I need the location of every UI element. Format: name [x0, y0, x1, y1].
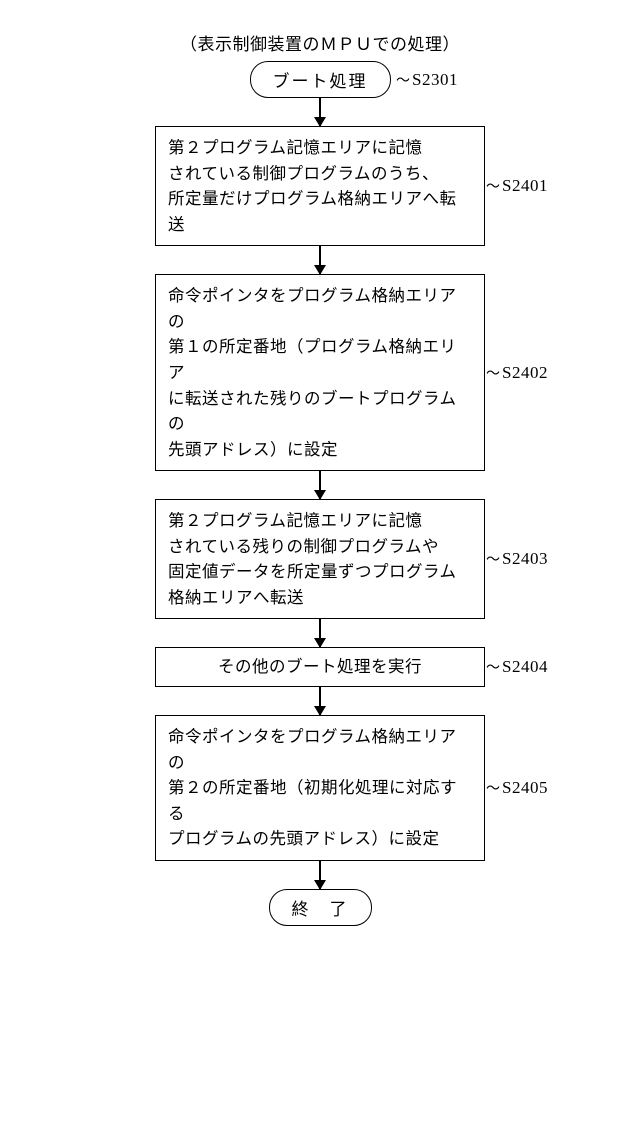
- arrow-2: [319, 246, 321, 274]
- node-p3: 第２プログラム記憶エリアに記憶されている残りの制御プログラムや固定値データを所定…: [155, 499, 485, 619]
- flowchart-container: （表示制御装置のＭＰＵでの処理） ブート処理 〜 S2301 第２プログラム記憶…: [0, 30, 640, 926]
- node-p4-row: その他のブート処理を実行 〜 S2404: [0, 647, 640, 687]
- arrow-3: [319, 471, 321, 499]
- node-p5: 命令ポインタをプログラム格納エリアの第２の所定番地（初期化処理に対応するプログラ…: [155, 715, 485, 861]
- label-p5: S2405: [502, 778, 548, 798]
- label-start: S2301: [412, 70, 458, 90]
- label-p3: S2403: [502, 549, 548, 569]
- node-p4: その他のブート処理を実行: [155, 647, 485, 687]
- tick-p1: 〜: [486, 176, 500, 196]
- arrow-6: [319, 861, 321, 889]
- tick-p3: 〜: [486, 549, 500, 569]
- arrow-1: [319, 98, 321, 126]
- label-p4: S2404: [502, 657, 548, 677]
- node-p1: 第２プログラム記憶エリアに記憶されている制御プログラムのうち、所定量だけプログラ…: [155, 126, 485, 246]
- node-start-row: ブート処理 〜 S2301: [0, 61, 640, 98]
- node-p5-row: 命令ポインタをプログラム格納エリアの第２の所定番地（初期化処理に対応するプログラ…: [0, 715, 640, 861]
- arrow-4: [319, 619, 321, 647]
- node-end: 終 了: [269, 889, 372, 926]
- arrow-5: [319, 687, 321, 715]
- tick-p5: 〜: [486, 778, 500, 798]
- node-p2: 命令ポインタをプログラム格納エリアの第１の所定番地（プログラム格納エリアに転送さ…: [155, 274, 485, 471]
- flowchart-title: （表示制御装置のＭＰＵでの処理）: [180, 30, 460, 55]
- node-p3-row: 第２プログラム記憶エリアに記憶されている残りの制御プログラムや固定値データを所定…: [0, 499, 640, 619]
- node-p2-row: 命令ポインタをプログラム格納エリアの第１の所定番地（プログラム格納エリアに転送さ…: [0, 274, 640, 471]
- label-p2: S2402: [502, 363, 548, 383]
- tick-start: 〜: [396, 70, 410, 90]
- label-p1: S2401: [502, 176, 548, 196]
- node-end-row: 終 了: [0, 889, 640, 926]
- node-p1-row: 第２プログラム記憶エリアに記憶されている制御プログラムのうち、所定量だけプログラ…: [0, 126, 640, 246]
- tick-p2: 〜: [486, 363, 500, 383]
- tick-p4: 〜: [486, 657, 500, 677]
- node-start: ブート処理: [250, 61, 391, 98]
